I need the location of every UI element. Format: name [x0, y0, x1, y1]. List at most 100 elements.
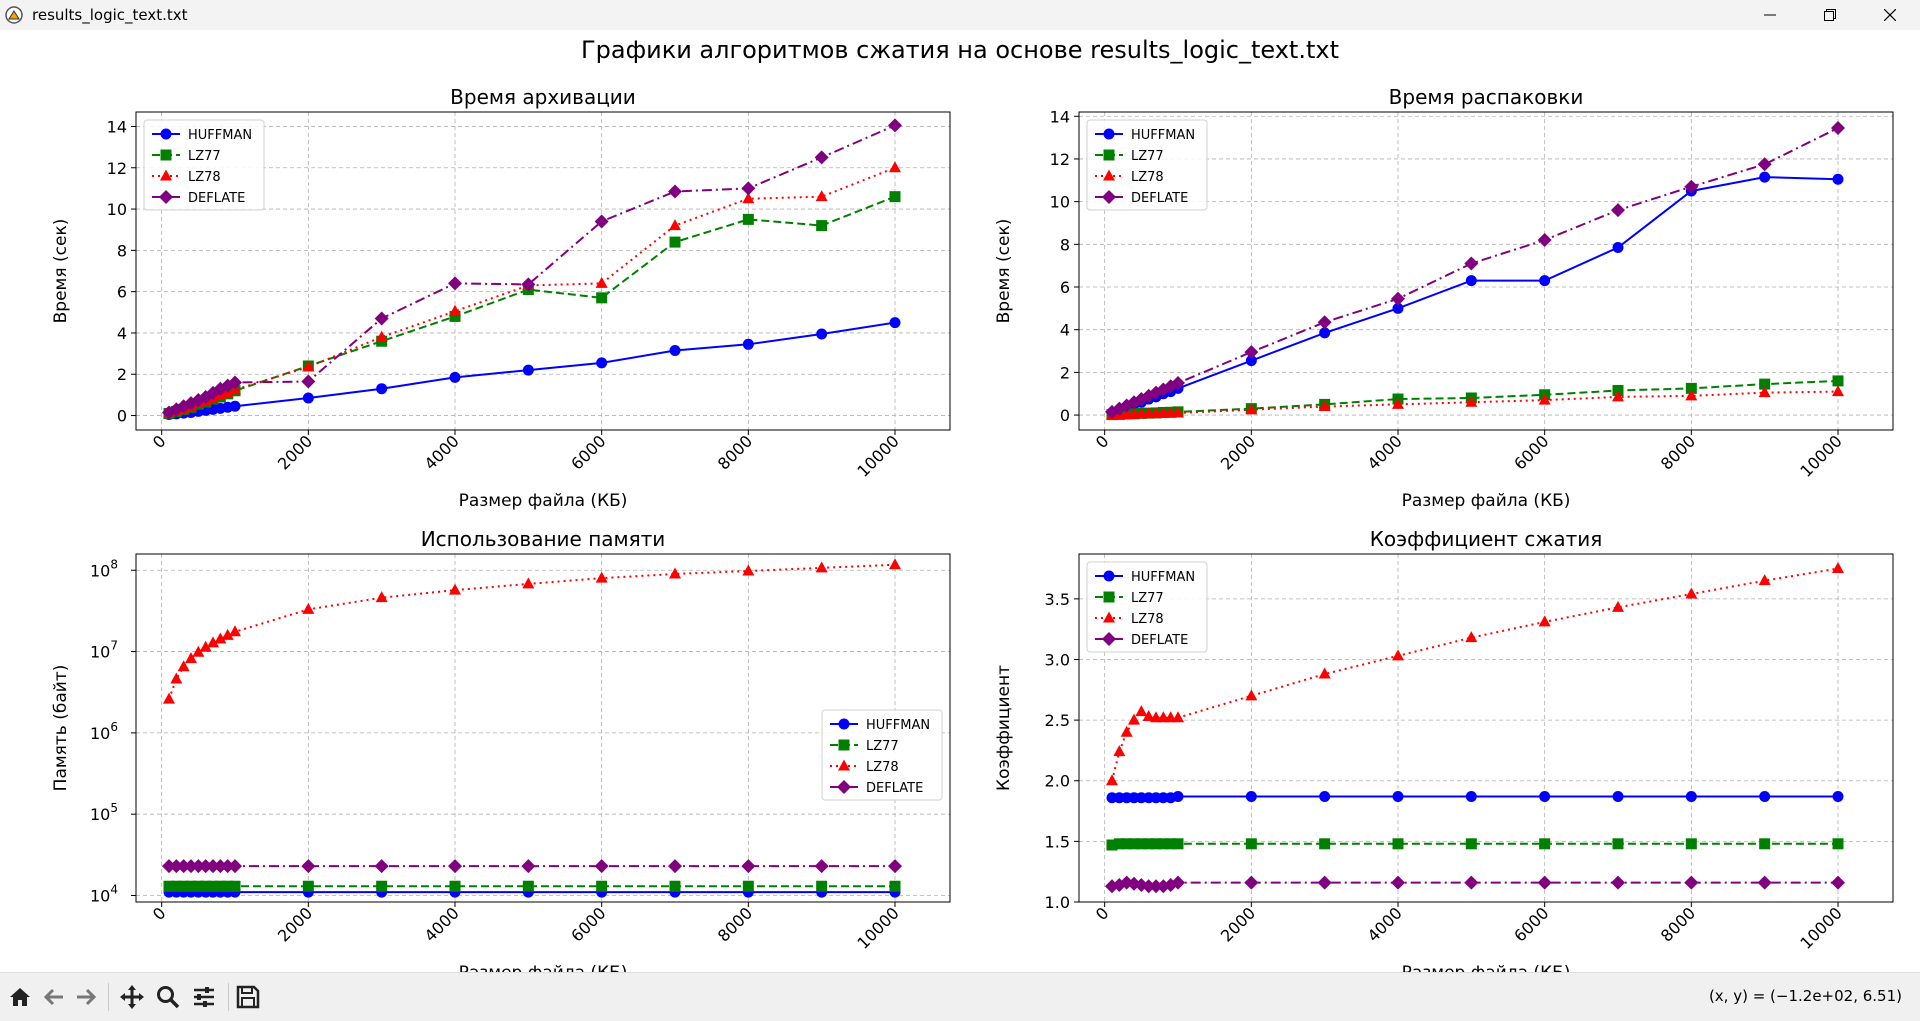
data-point-deflate — [169, 859, 184, 874]
legend-label-lz78: LZ78 — [1131, 170, 1164, 185]
data-point-lz77 — [178, 880, 190, 892]
legend-marker-deflate — [1102, 632, 1116, 646]
minimize-button[interactable] — [1740, 0, 1800, 30]
legend-label-deflate: DEFLATE — [188, 191, 245, 206]
y-tick-label: 3.5 — [1045, 590, 1070, 609]
chart-3: 0 2000 4000 6000 8000 10000 104 105 106 107 108 Исп… — [51, 527, 951, 972]
legend: HUFFMAN LZ77 LZ78 DEFLATE — [821, 709, 943, 801]
data-point-deflate — [206, 859, 220, 874]
data-point-lz77 — [742, 880, 754, 892]
x-tick-label: 0 — [1092, 431, 1113, 452]
data-point-deflate — [668, 184, 682, 199]
plot-area[interactable] — [136, 554, 950, 902]
data-point-deflate — [1537, 233, 1552, 248]
data-point-deflate — [1831, 121, 1845, 136]
data-point-lz78 — [1685, 587, 1698, 599]
y-tick-label: 0 — [1060, 406, 1070, 425]
legend-marker-deflate — [1102, 190, 1116, 204]
data-point-lz78 — [889, 558, 901, 570]
pan-button[interactable] — [116, 981, 148, 1013]
restore-button[interactable] — [1800, 0, 1860, 30]
minimize-icon — [1764, 14, 1776, 16]
data-point-lz77 — [1172, 838, 1184, 850]
data-point-lz77 — [302, 880, 314, 892]
y-tick-label: 8 — [1060, 235, 1070, 254]
plot-area[interactable] — [136, 112, 950, 430]
restore-icon — [1824, 9, 1836, 21]
y-axis-label: Память (байт) — [51, 665, 71, 792]
legend-label-huffman: HUFFMAN — [1131, 570, 1195, 585]
legend-marker-lz77 — [1103, 149, 1115, 161]
data-point-lz77 — [669, 880, 681, 892]
data-point-deflate — [301, 374, 316, 389]
data-point-lz78 — [185, 652, 197, 664]
forward-button[interactable] — [70, 981, 102, 1013]
data-point-lz77 — [522, 880, 534, 892]
data-point-deflate — [1757, 875, 1772, 890]
data-point-deflate — [1317, 875, 1332, 890]
data-point-lz77 — [207, 880, 219, 892]
data-point-lz78 — [1538, 615, 1551, 627]
x-tick-label: 0 — [1092, 903, 1113, 924]
data-point-lz78 — [1685, 389, 1698, 401]
chart-1: 0 2000 4000 6000 8000 10000 0 2 4 6 8 10 12 14 Время а… — [51, 85, 951, 511]
x-tick-label: 4000 — [421, 903, 463, 945]
data-point-huffman — [1392, 302, 1404, 314]
configure-subplots-button[interactable] — [188, 981, 220, 1013]
close-button[interactable] — [1860, 0, 1920, 30]
plot-area[interactable] — [1079, 112, 1893, 430]
y-tick-label: 104 — [90, 882, 118, 905]
data-point-lz77 — [1465, 838, 1477, 850]
data-point-lz78 — [1538, 393, 1551, 405]
data-point-lz77 — [742, 213, 754, 225]
figure-suptitle: Графики алгоритмов сжатия на основе resu… — [581, 36, 1339, 64]
data-point-lz77 — [1319, 838, 1331, 850]
legend-marker-lz77 — [838, 739, 850, 751]
y-tick-label: 4 — [117, 324, 127, 343]
data-point-lz77 — [192, 880, 204, 892]
data-point-lz78 — [1106, 774, 1118, 786]
data-point-lz78 — [1245, 689, 1258, 701]
legend-marker-lz78 — [1103, 611, 1115, 623]
data-point-lz77 — [1685, 838, 1697, 850]
save-icon — [236, 985, 260, 1009]
data-point-huffman — [596, 357, 608, 369]
legend-label-huffman: HUFFMAN — [188, 128, 252, 143]
data-point-deflate — [1244, 875, 1259, 890]
x-axis-label: Размер файла (КБ) — [1402, 491, 1571, 511]
data-point-lz78 — [302, 602, 315, 614]
home-button[interactable] — [4, 981, 36, 1013]
data-point-lz77 — [1106, 839, 1118, 851]
legend-marker-huffman — [1103, 128, 1115, 140]
y-tick-label: 12 — [107, 159, 127, 178]
zoom-button[interactable] — [152, 981, 184, 1013]
data-point-lz77 — [816, 220, 828, 232]
data-point-lz77 — [596, 880, 608, 892]
chart-title: Использование памяти — [421, 527, 666, 551]
data-point-lz78 — [221, 628, 234, 640]
data-point-deflate — [1464, 875, 1479, 890]
x-tick-label: 10000 — [853, 431, 902, 480]
x-tick-label: 8000 — [1657, 431, 1699, 473]
window-title: results_logic_text.txt — [32, 6, 188, 24]
window-title-bar: results_logic_text.txt — [0, 0, 1920, 30]
y-tick-label: 12 — [1050, 150, 1070, 169]
data-point-deflate — [448, 859, 462, 874]
data-point-lz78 — [522, 577, 535, 589]
save-button[interactable] — [232, 981, 264, 1013]
y-tick-label: 6 — [117, 283, 127, 302]
data-point-lz78 — [1120, 725, 1133, 737]
back-button[interactable] — [38, 981, 70, 1013]
x-tick-label: 0 — [149, 431, 170, 452]
legend-label-lz78: LZ78 — [1131, 612, 1164, 627]
data-point-lz77 — [596, 292, 608, 304]
data-point-lz77 — [376, 880, 388, 892]
data-point-lz78 — [170, 672, 183, 684]
data-point-lz77 — [816, 880, 828, 892]
y-tick-label: 8 — [117, 241, 127, 260]
legend-label-lz77: LZ77 — [866, 739, 899, 754]
legend-label-deflate: DEFLATE — [1131, 191, 1188, 206]
figure-canvas[interactable]: Графики алгоритмов сжатия на основе resu… — [0, 30, 1920, 972]
data-point-huffman — [816, 328, 828, 340]
legend-marker-huffman — [838, 718, 850, 730]
